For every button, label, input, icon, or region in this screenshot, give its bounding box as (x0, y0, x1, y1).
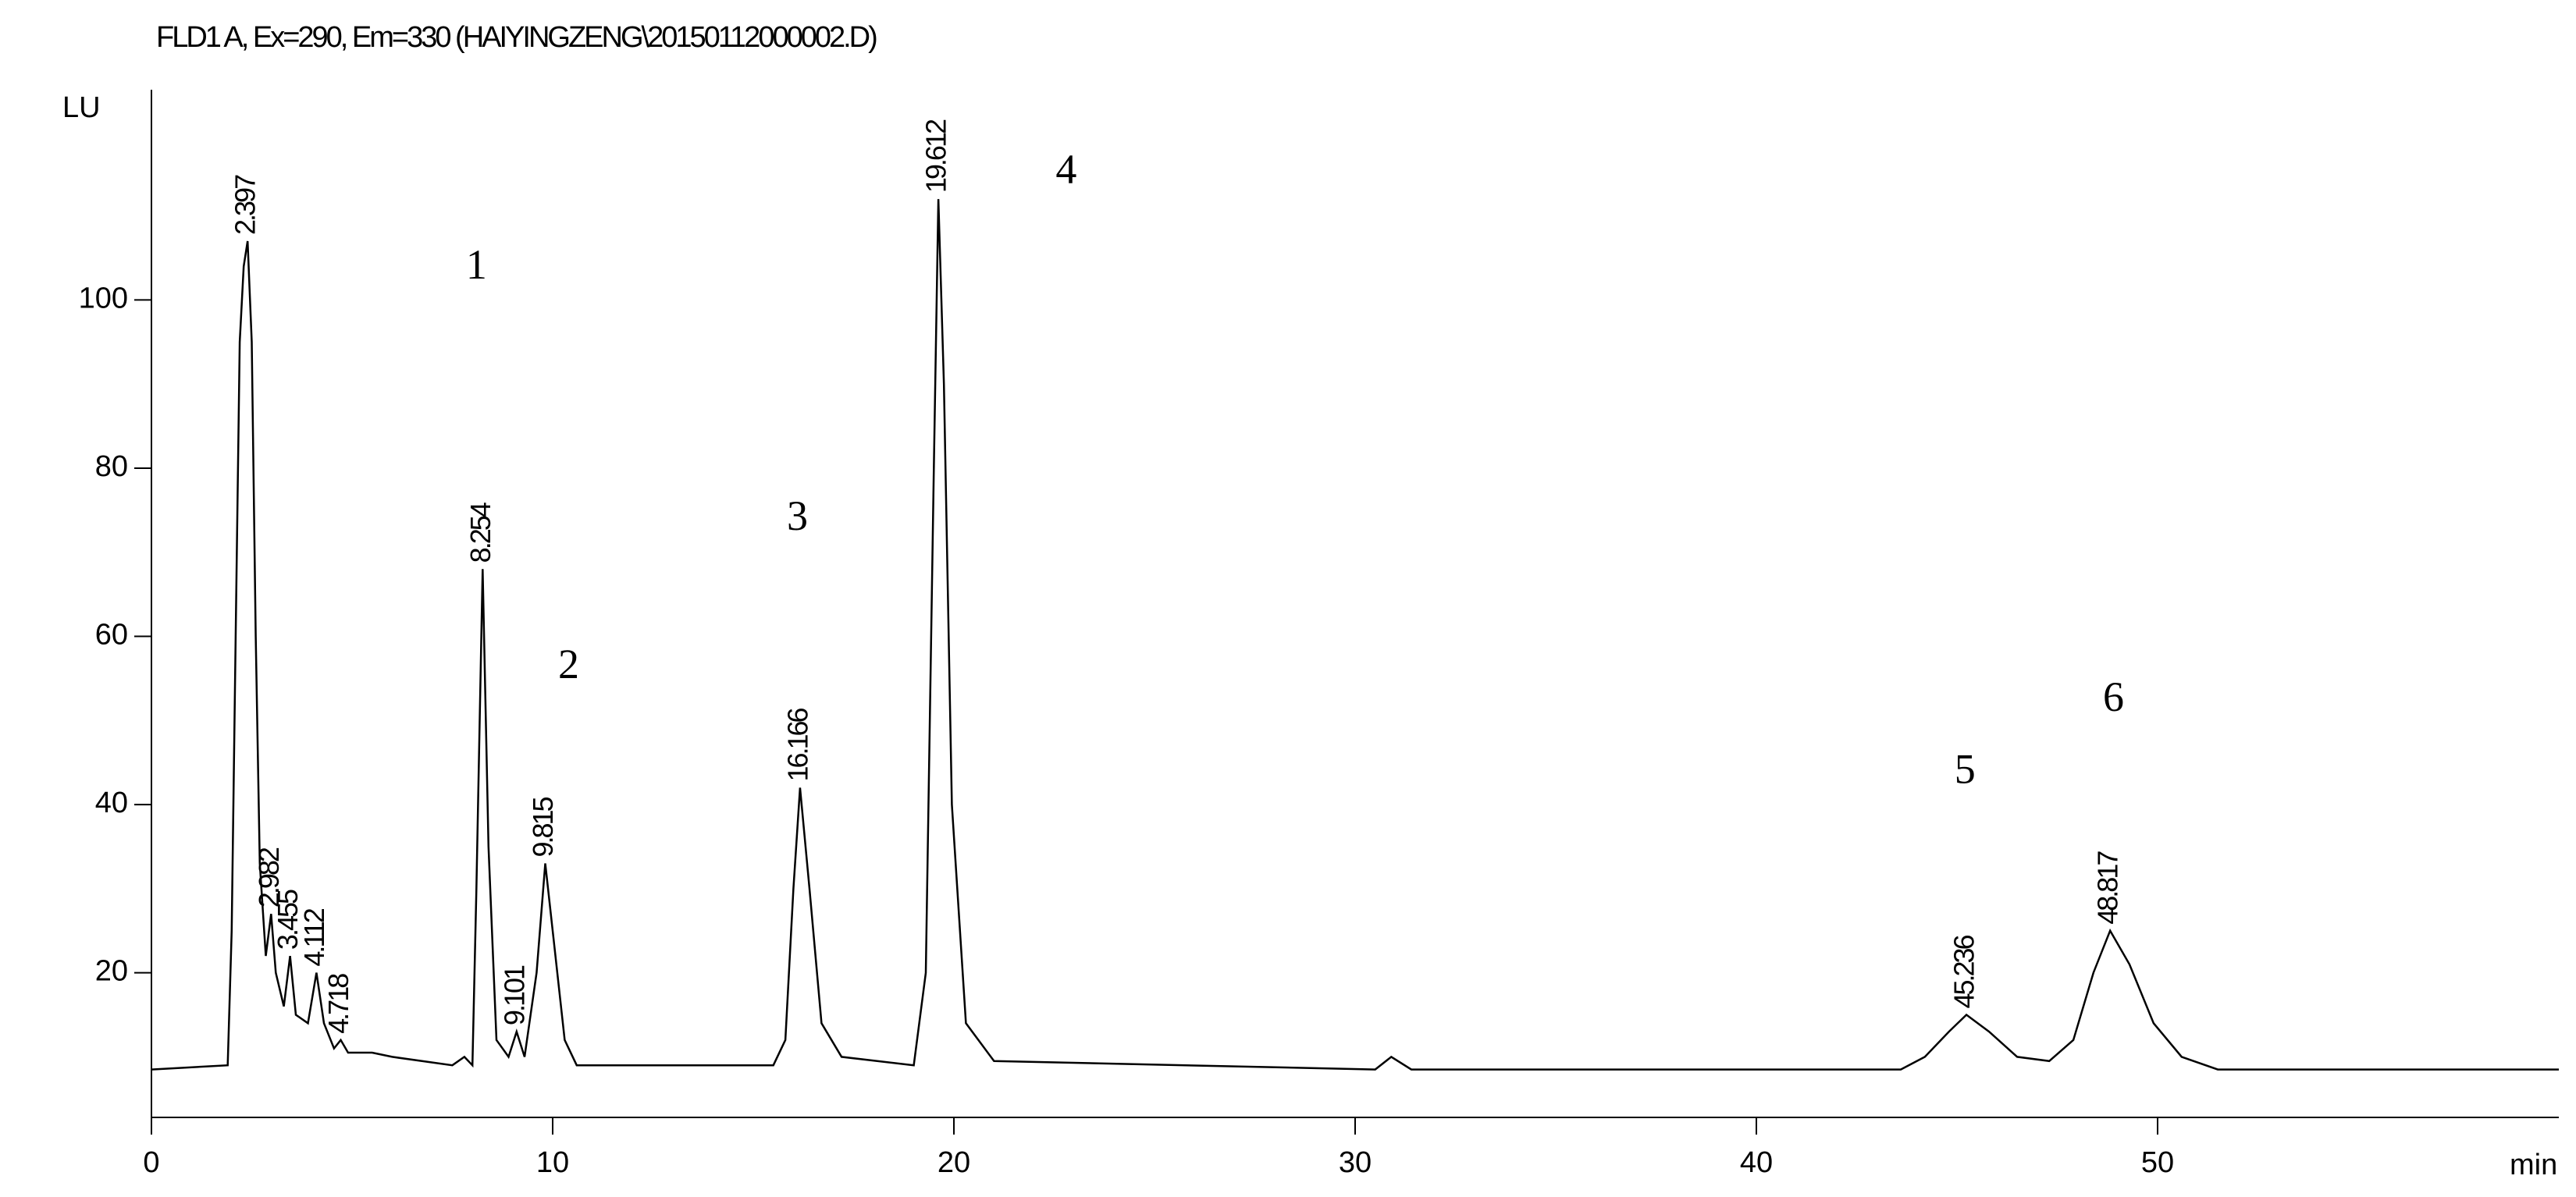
peak-label: 3.455 (272, 890, 304, 950)
peak-number: 3 (787, 492, 808, 539)
peak-label: 2.982 (253, 847, 285, 908)
y-axis-label: LU (62, 91, 101, 124)
y-tick-label: 20 (95, 955, 128, 988)
peak-label: 48.817 (2092, 851, 2124, 925)
y-tick-label: 100 (79, 282, 128, 314)
peak-label: 2.397 (229, 175, 262, 235)
peak-number: 2 (558, 641, 579, 687)
x-tick-label: 50 (2141, 1146, 2174, 1179)
peak-number: 1 (466, 241, 487, 288)
y-tick-label: 40 (95, 787, 128, 819)
x-tick-label: 10 (536, 1146, 569, 1179)
x-tick-label: 30 (1339, 1146, 1372, 1179)
chart-title: FLD1 A, Ex=290, Em=330 (HAIYINGZENG\2015… (156, 21, 877, 54)
peak-label: 45.236 (1948, 935, 1980, 1008)
x-axis-label: min (2510, 1149, 2557, 1181)
peak-label: 4.718 (322, 974, 354, 1034)
peak-number: 4 (1055, 146, 1076, 193)
peak-label: 4.112 (298, 908, 330, 966)
x-tick-label: 40 (1740, 1146, 1773, 1179)
y-tick-label: 60 (95, 619, 128, 652)
x-tick-label: 20 (938, 1146, 970, 1179)
peak-label: 19.612 (920, 119, 952, 193)
peak-label: 9.815 (527, 797, 559, 857)
y-tick-label: 80 (95, 450, 128, 483)
peak-number: 5 (1955, 746, 1976, 793)
x-tick-label: 0 (143, 1146, 159, 1179)
peak-label: 8.254 (464, 503, 496, 563)
peak-label: 9.101 (498, 965, 530, 1025)
trace-line (151, 199, 2559, 1071)
peak-number: 6 (2103, 673, 2124, 720)
peak-label: 16.166 (781, 708, 813, 781)
